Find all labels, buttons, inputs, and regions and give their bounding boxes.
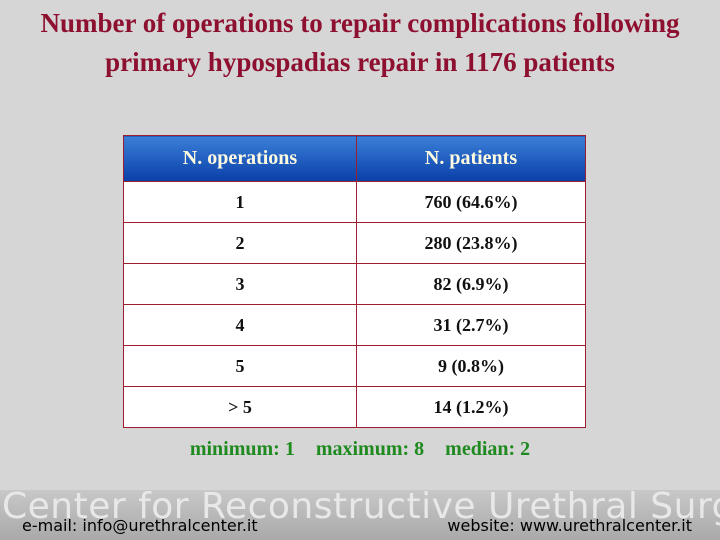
header-row: N. operations N. patients — [123, 135, 586, 182]
table-cell: 3 — [123, 263, 357, 305]
table-cell: 2 — [123, 222, 357, 264]
table-cell: 14 (1.2%) — [356, 386, 586, 428]
table-cell: > 5 — [123, 386, 357, 428]
stat: median: 2 — [445, 438, 531, 460]
footer: Center for Reconstructive Urethral Surge… — [0, 490, 720, 540]
website: website: www.urethralcenter.it — [447, 516, 692, 535]
table-row: 3 82 (6.9%) — [123, 263, 586, 305]
stats: minimum: 1 maximum: 8 median: 2 — [0, 438, 720, 461]
table-cell: 82 (6.9%) — [356, 263, 586, 305]
header-cell: N. patients — [356, 135, 586, 182]
header-cell: N. operations — [123, 135, 357, 182]
watermark: Center for Reconstructive Urethral Surge… — [2, 490, 720, 527]
table-cell: 1 — [123, 181, 357, 223]
email: e-mail: info@urethralcenter.it — [22, 516, 258, 535]
table-row: 4 31 (2.7%) — [123, 304, 586, 346]
slide-title: Number of operations to repair complicat… — [40, 8, 680, 77]
stat: minimum: 1 — [189, 438, 295, 460]
table-row: 2 280 (23.8%) — [123, 222, 586, 264]
table-cell: 280 (23.8%) — [356, 222, 586, 264]
table-cell: 760 (64.6%) — [356, 181, 586, 223]
table: N. operations N. patients 1 760 (64.6%) 2 2… — [123, 135, 586, 428]
table-cell: 4 — [123, 304, 357, 346]
table-cell: 31 (2.7%) — [356, 304, 586, 346]
stat: maximum: 8 — [315, 438, 425, 460]
table-row: 1 760 (64.6%) — [123, 181, 586, 223]
table-cell: 5 — [123, 345, 357, 387]
table-row: > 5 14 (1.2%) — [123, 386, 586, 428]
table-cell: 9 (0.8%) — [356, 345, 586, 387]
